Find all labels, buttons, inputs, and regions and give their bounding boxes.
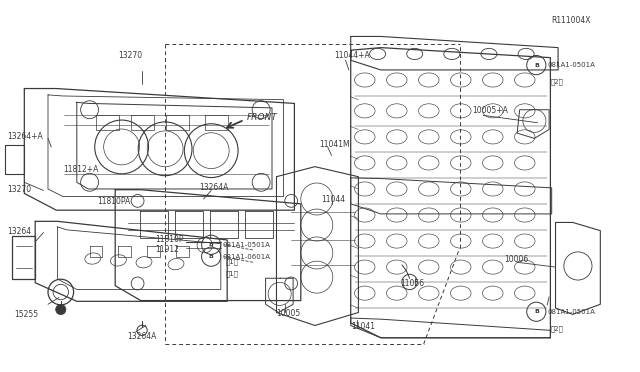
- Circle shape: [56, 304, 66, 315]
- Text: FRONT: FRONT: [246, 113, 277, 122]
- Text: 10005: 10005: [276, 309, 301, 318]
- Text: 11041: 11041: [351, 322, 375, 331]
- Text: B: B: [534, 62, 539, 68]
- Text: 11812+A: 11812+A: [63, 165, 98, 174]
- Text: 10005+A: 10005+A: [472, 106, 508, 115]
- Text: 081A1-0501A: 081A1-0501A: [548, 62, 596, 68]
- Text: 15255: 15255: [14, 310, 38, 319]
- Text: （2）: （2）: [551, 325, 564, 332]
- Text: B: B: [534, 309, 539, 314]
- Text: （1）: （1）: [226, 258, 239, 265]
- Text: 081A1-0601A: 081A1-0601A: [223, 254, 271, 260]
- Text: 11810P: 11810P: [155, 235, 184, 244]
- Text: 11044: 11044: [321, 195, 346, 203]
- Text: 11056: 11056: [400, 279, 424, 288]
- Text: 11044+A: 11044+A: [334, 51, 370, 60]
- Text: 10006: 10006: [504, 255, 529, 264]
- Text: R111004X: R111004X: [552, 16, 591, 25]
- Text: （1）: （1）: [226, 270, 239, 277]
- Text: 13264: 13264: [8, 227, 32, 236]
- Text: 11810PA: 11810PA: [97, 197, 131, 206]
- Text: 081A1-0501A: 081A1-0501A: [548, 309, 596, 315]
- Text: 13264A: 13264A: [127, 332, 156, 341]
- Text: B: B: [209, 254, 214, 259]
- Text: 13270: 13270: [8, 185, 32, 194]
- Text: 11912: 11912: [155, 246, 179, 254]
- Text: 13270: 13270: [118, 51, 143, 60]
- Text: 13264+A: 13264+A: [8, 132, 44, 141]
- Text: B: B: [209, 242, 214, 247]
- Text: 13264A: 13264A: [200, 183, 229, 192]
- Text: 11041M: 11041M: [319, 140, 349, 149]
- Text: （2）: （2）: [551, 78, 564, 85]
- Text: 081A1-0501A: 081A1-0501A: [223, 242, 271, 248]
